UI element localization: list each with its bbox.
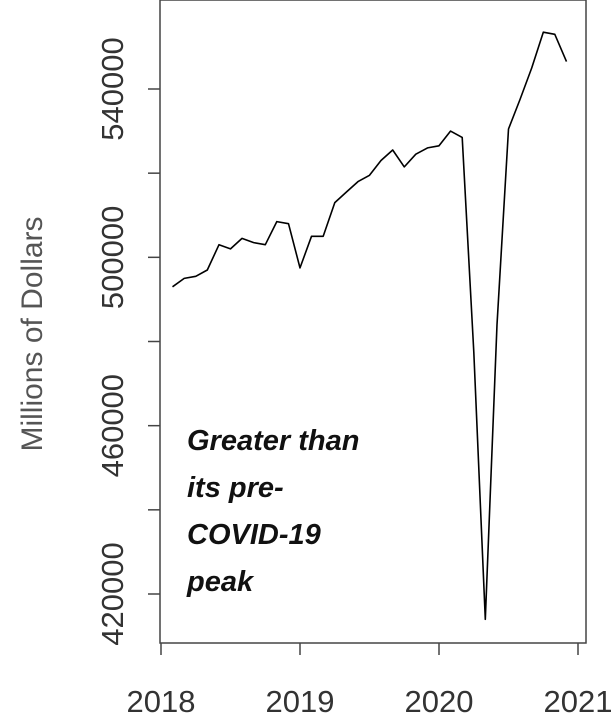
annotation-line: peak [186,566,255,598]
annotation: Greater than its pre- COVID-19 peak [186,425,359,598]
x-tick-label: 2021 [544,684,613,719]
annotation-line: COVID-19 [187,519,321,551]
y-tick-label: 500000 [95,206,130,309]
x-axis: 2018 2019 2020 2021 [127,643,613,719]
y-axis-label: Millions of Dollars [16,216,49,451]
annotation-line: its pre- [187,472,284,504]
y-axis: 420000 460000 500000 540000 [95,37,160,646]
x-tick-label: 2018 [127,684,196,719]
x-tick-label: 2019 [266,684,335,719]
plot-frame [159,0,587,644]
x-tick-label: 2020 [405,684,474,719]
y-tick-label: 540000 [95,37,130,140]
y-tick-label: 460000 [95,374,130,477]
annotation-line: Greater than [187,425,359,457]
y-tick-label: 420000 [95,542,130,645]
series-layer [172,31,568,621]
series-line [172,31,568,621]
